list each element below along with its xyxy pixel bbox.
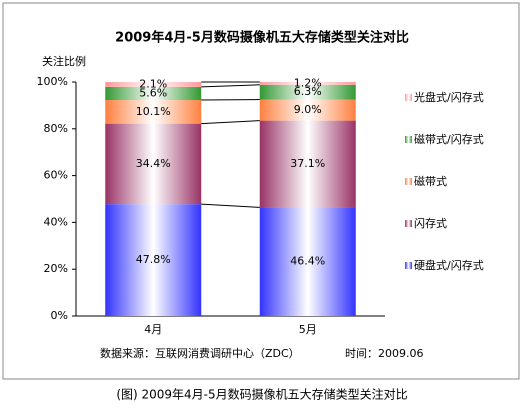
x-tick-label: 4月: [144, 323, 162, 336]
value-label: 37.1%: [290, 157, 325, 170]
value-label: 46.4%: [290, 255, 325, 268]
value-label: 2.1%: [139, 77, 167, 90]
x-tick-label: 5月: [299, 323, 317, 336]
legend-swatch: [405, 178, 412, 185]
legend-swatch: [405, 136, 412, 143]
legend-label: 磁带式: [414, 175, 447, 188]
y-tick-label: 0%: [51, 309, 68, 322]
legend-swatch: [405, 262, 412, 269]
value-label: 34.4%: [136, 157, 171, 170]
legend-label: 硬盘式/闪存式: [414, 258, 484, 272]
legend-label: 光盘式/闪存式: [414, 90, 484, 104]
value-label: 47.8%: [136, 253, 171, 266]
value-label: 9.0%: [294, 103, 322, 116]
y-axis-label: 关注比例: [42, 54, 86, 68]
caption: (图) 2009年4月-5月数码摄像机五大存储类型关注对比: [116, 387, 407, 402]
legend-swatch: [405, 94, 412, 101]
y-tick-label: 80%: [44, 122, 68, 135]
y-tick-label: 40%: [44, 215, 68, 228]
y-tick-label: 100%: [37, 75, 68, 88]
value-label: 10.1%: [136, 105, 171, 118]
source: 数据来源：互联网消费调研中心（ZDC）: [100, 346, 300, 360]
legend-label: 磁带式/闪存式: [414, 132, 484, 146]
time: 时间：2009.06: [345, 347, 424, 360]
value-label: 1.2%: [294, 76, 322, 89]
y-tick-label: 60%: [44, 169, 68, 182]
legend-label: 闪存式: [414, 216, 447, 230]
y-tick-label: 20%: [44, 262, 68, 275]
legend-swatch: [405, 220, 412, 227]
chart-title: 2009年4月-5月数码摄像机五大存储类型关注对比: [115, 30, 409, 46]
